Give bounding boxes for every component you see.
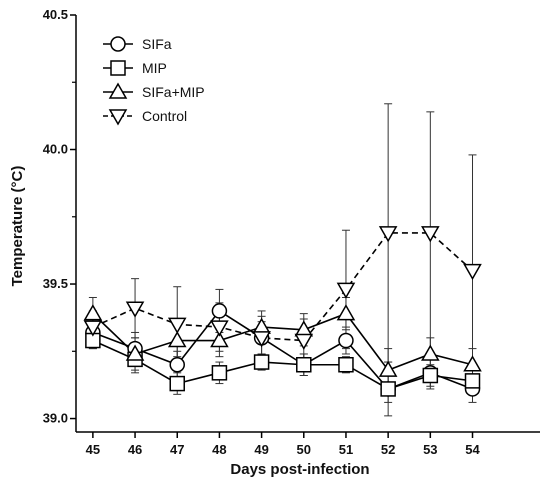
data-point-control <box>378 226 398 243</box>
x-tick-label: 48 <box>212 442 226 457</box>
y-tick-label: 39.0 <box>43 411 68 426</box>
legend-label-mip: MIP <box>142 60 167 76</box>
data-point-control <box>210 320 229 337</box>
series-line-mip <box>92 339 473 390</box>
series-line-control <box>92 232 474 342</box>
data-point-sifa-mip <box>252 317 271 334</box>
data-point-sifa <box>169 356 185 373</box>
legend-label-sifa: SIFa <box>142 36 172 52</box>
data-point-sifa-mip <box>167 331 187 348</box>
data-point-sifa-mip <box>83 304 103 321</box>
data-point-mip <box>169 375 185 392</box>
data-point-control <box>421 226 440 243</box>
data-point-control <box>336 282 356 299</box>
y-tick-label: 40.0 <box>43 142 68 157</box>
series-lines <box>92 232 474 390</box>
data-point-sifa-mip <box>463 355 482 372</box>
y-tick-label: 39.5 <box>43 276 68 291</box>
data-point-control <box>167 317 187 334</box>
legend-marker-mip <box>110 60 126 76</box>
data-markers <box>83 226 482 397</box>
x-tick-label: 46 <box>128 442 142 457</box>
x-tick-label: 45 <box>86 442 100 457</box>
data-point-sifa-mip <box>210 331 229 348</box>
x-tick-label: 51 <box>339 442 353 457</box>
tick-labels: 39.0 39.5 40.0 40.5 45 46 47 48 49 50 51 52 53 54 <box>43 7 481 457</box>
series-line-sifa <box>92 309 473 390</box>
data-point-sifa <box>211 303 228 319</box>
x-tick-label: 47 <box>170 442 184 457</box>
series-line-sifa-mip <box>92 312 473 372</box>
x-tick-label: 54 <box>465 442 480 457</box>
error-bars <box>88 103 477 417</box>
y-axis-title: Temperature (°C) <box>9 166 26 287</box>
data-point-sifa-mip <box>378 360 398 377</box>
y-tick-label: 40.5 <box>43 7 68 22</box>
data-point-mip <box>464 373 481 389</box>
legend-marker-control <box>108 109 128 126</box>
x-tick-label: 53 <box>423 442 437 457</box>
data-point-mip <box>380 381 396 397</box>
data-point-sifa <box>338 332 354 349</box>
data-point-mip <box>296 356 312 373</box>
x-tick-label: 50 <box>297 442 311 457</box>
data-point-control <box>294 333 314 351</box>
data-point-control <box>83 320 103 337</box>
data-point-sifa-mip <box>421 344 440 361</box>
data-point-sifa-mip <box>125 344 145 361</box>
data-point-control <box>463 263 482 281</box>
legend: SIFa MIP SIFa+MIP Control <box>103 36 205 126</box>
legend-label-control: Control <box>142 108 187 124</box>
x-tick-label: 52 <box>381 442 395 457</box>
data-point-control <box>125 301 145 318</box>
data-point-mip <box>338 356 354 373</box>
legend-label-sifa-mip: SIFa+MIP <box>142 84 205 100</box>
x-tick-label: 49 <box>254 442 268 457</box>
axes <box>70 14 540 438</box>
x-axis-title: Days post-infection <box>230 461 369 478</box>
legend-marker-sifa <box>110 36 126 52</box>
data-point-control <box>252 331 271 348</box>
data-point-sifa-mip <box>336 304 356 321</box>
data-point-mip <box>211 365 228 381</box>
legend-marker-sifa-mip <box>108 82 128 99</box>
data-point-mip <box>422 367 439 384</box>
data-point-mip <box>253 354 270 370</box>
